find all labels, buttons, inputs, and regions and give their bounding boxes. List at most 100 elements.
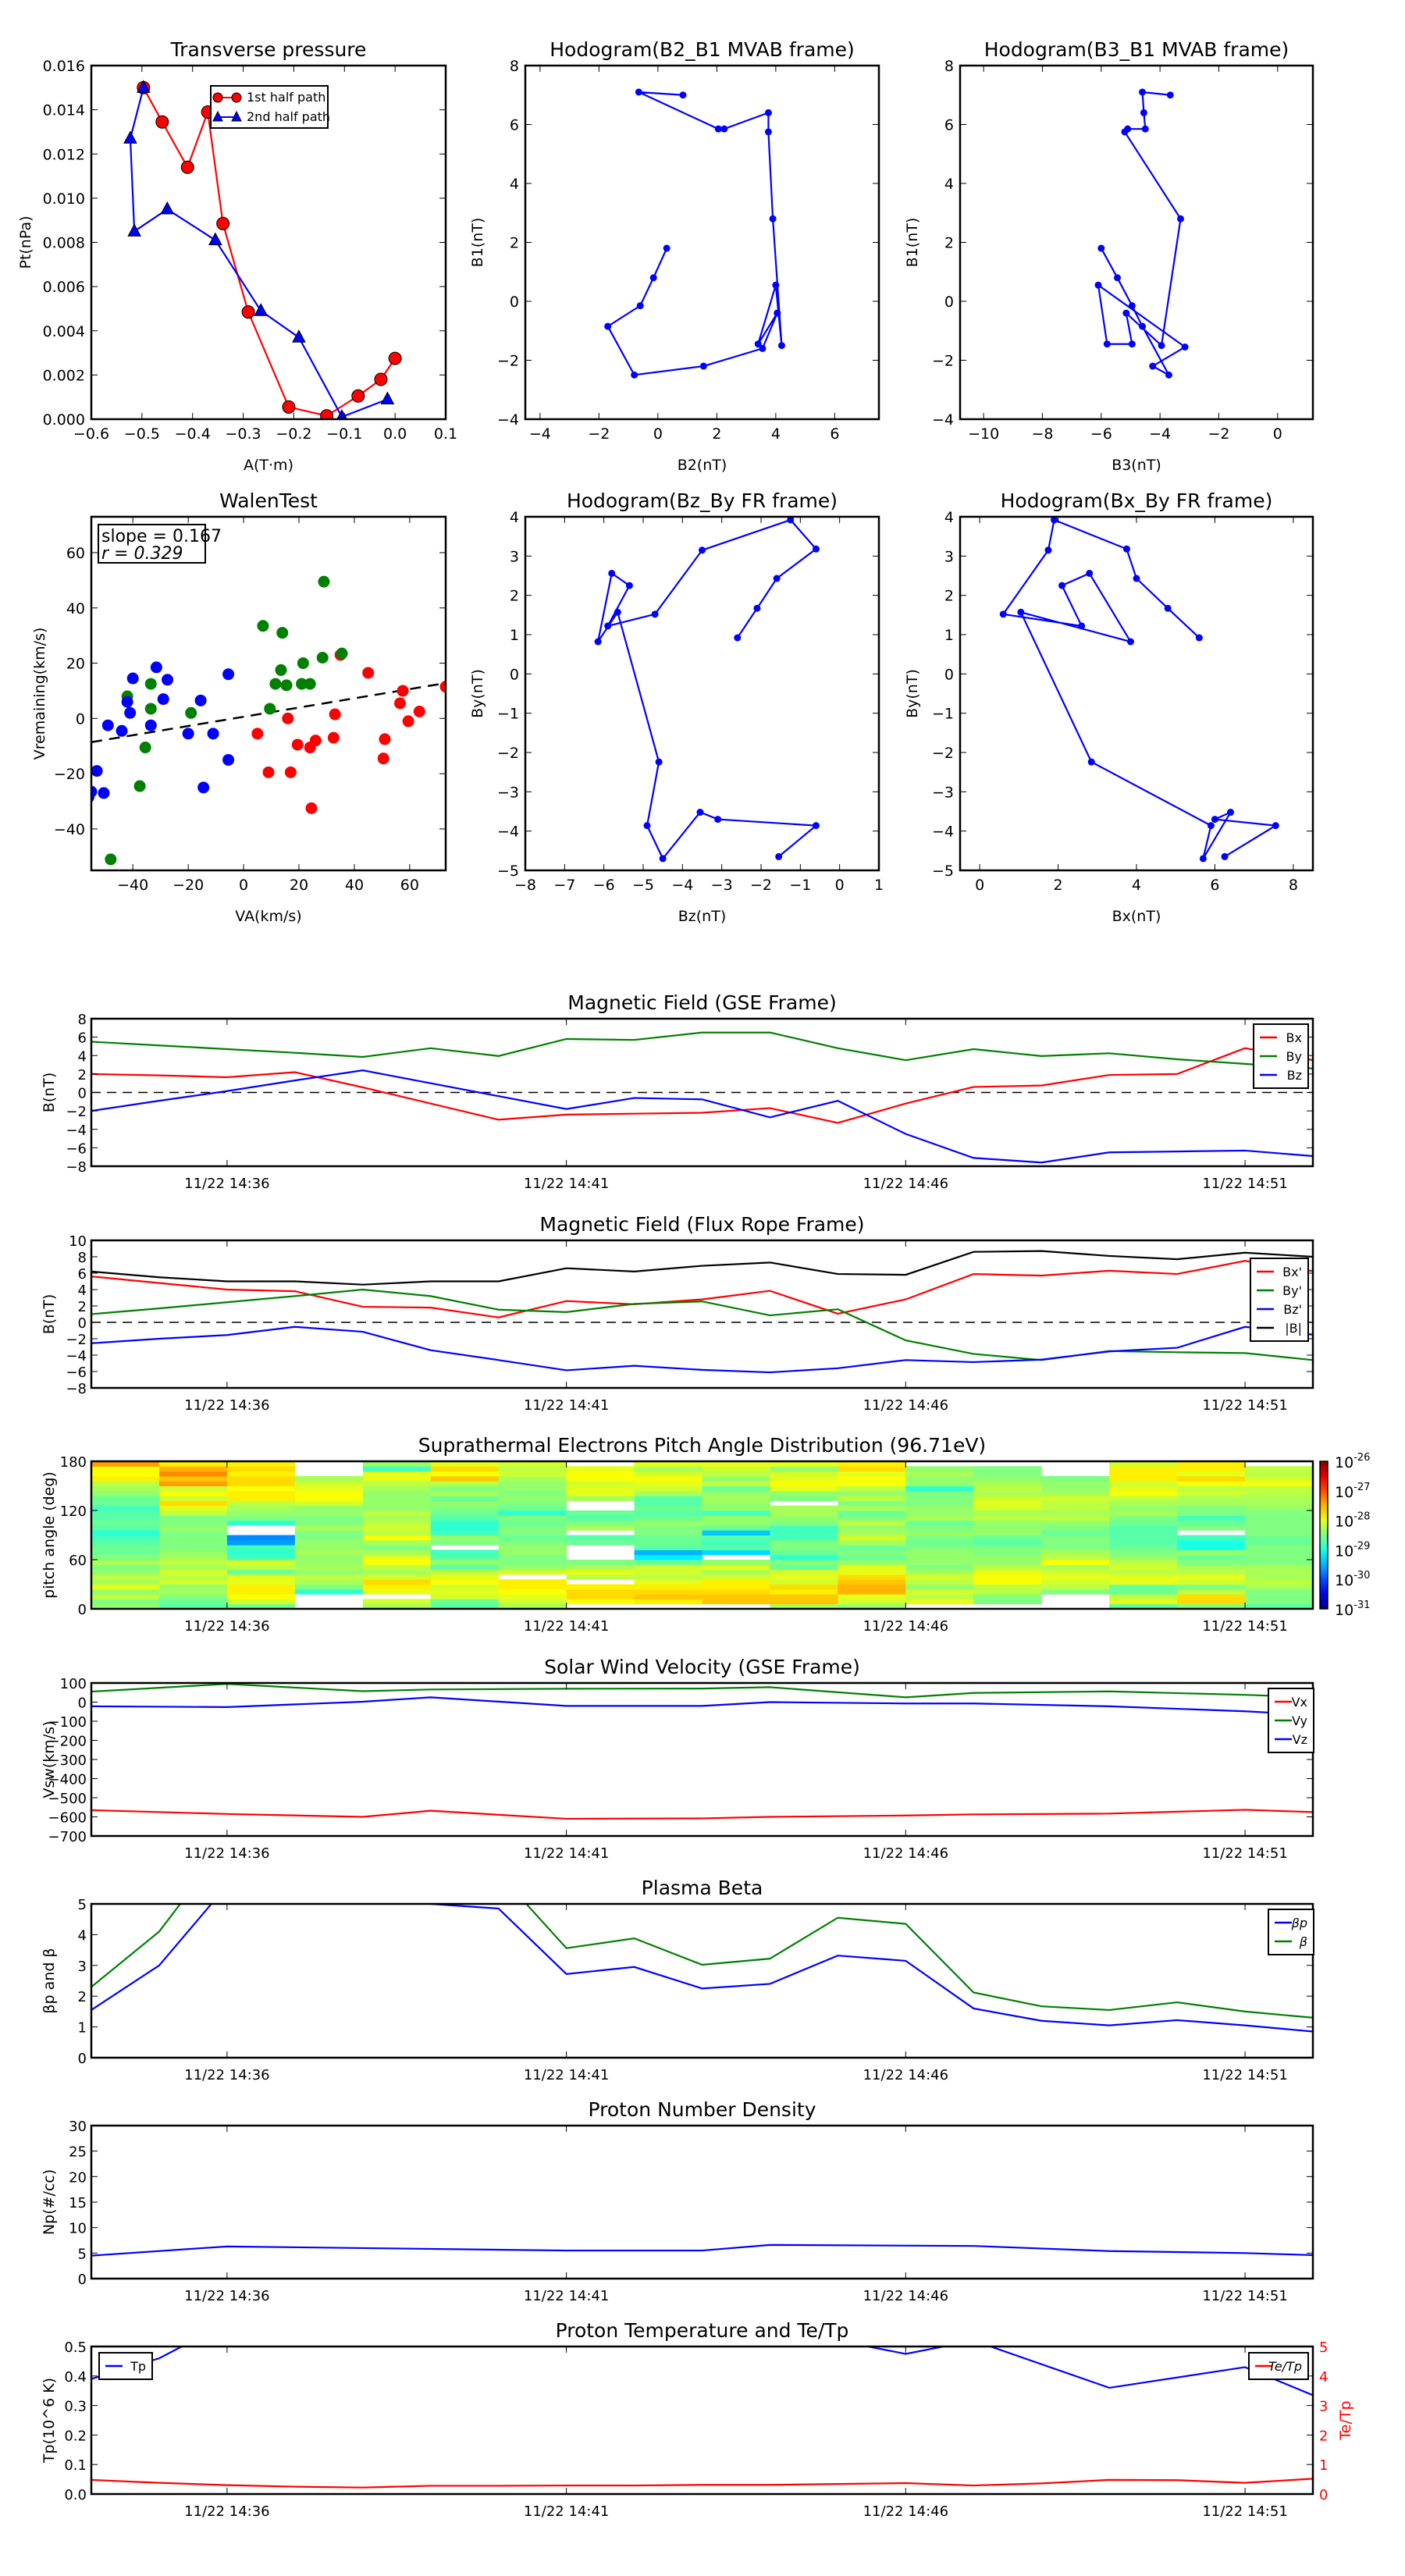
heatmap-cell — [566, 1520, 635, 1526]
heatmap-cell — [566, 1569, 635, 1575]
heatmap-cell — [566, 1525, 635, 1531]
heatmap-cell — [702, 1530, 770, 1535]
x-tick-label: 11/22 14:51 — [1202, 2503, 1287, 2520]
x-tick-label: 11/22 14:36 — [184, 2067, 269, 2083]
heatmap-cell — [498, 1481, 567, 1486]
x-tick-label: 11/22 14:41 — [524, 2067, 609, 2083]
heatmap-cell — [838, 1539, 906, 1546]
heatmap-cell — [905, 1485, 974, 1492]
plot-area — [594, 517, 820, 863]
data-point — [777, 342, 785, 350]
data-point — [397, 685, 409, 697]
heatmap-cell — [158, 1569, 228, 1575]
legend-marker — [212, 92, 223, 103]
heatmap-cell — [770, 1510, 838, 1516]
heatmap-cell — [498, 1496, 567, 1501]
data-point — [604, 622, 612, 630]
heatmap-cell — [430, 1490, 500, 1496]
y-tick-label: 5 — [78, 2246, 87, 2262]
heatmap-cell — [430, 1539, 500, 1546]
heatmap-cell — [1177, 1461, 1246, 1467]
heatmap-cell — [1041, 1496, 1110, 1501]
heatmap-cell — [770, 1515, 838, 1521]
data-point — [264, 703, 276, 715]
heatmap-cell — [973, 1550, 1042, 1556]
y-tick-label: 0 — [78, 2272, 87, 2288]
heatmap-cell — [430, 1466, 500, 1472]
x-tick-label: 6 — [830, 425, 839, 443]
heatmap-cell — [294, 1515, 364, 1521]
heatmap-cell — [158, 1603, 228, 1609]
heatmap-cell — [91, 1496, 160, 1501]
heatmap-cell — [498, 1569, 567, 1575]
heatmap-cell — [362, 1466, 432, 1472]
heatmap-cell — [634, 1545, 702, 1550]
heatmap-cell — [770, 1569, 838, 1575]
heatmap-cell — [838, 1594, 906, 1599]
data-point — [139, 742, 151, 754]
legend: Vx Vy Vz — [1268, 1688, 1314, 1753]
data-point — [257, 620, 269, 632]
heatmap-cell — [430, 1525, 500, 1531]
heatmap-cell — [1245, 1560, 1313, 1565]
heatmap-cell — [1245, 1490, 1313, 1496]
heatmap-cell — [838, 1515, 906, 1521]
plot-frame — [90, 1681, 1314, 1838]
heatmap-cell — [1109, 1569, 1178, 1575]
heatmap-cell — [770, 1560, 838, 1565]
series-line--p — [91, 1904, 1313, 2033]
y-tick-label: −2 — [932, 353, 954, 370]
heatmap-cell — [838, 1485, 906, 1492]
heatmap-cell — [498, 1599, 567, 1605]
data-point — [91, 765, 103, 777]
data-point — [105, 853, 117, 866]
x-axis-label: A(T·m) — [244, 457, 293, 474]
y-tick-label: 30 — [69, 2119, 87, 2135]
heatmap-cell — [1109, 1481, 1178, 1486]
heatmap-cell — [430, 1515, 500, 1521]
heatmap-cell — [1109, 1485, 1178, 1492]
heatmap-cell — [1041, 1475, 1110, 1482]
heatmap-cell — [226, 1535, 296, 1541]
heatmap-cell — [498, 1490, 567, 1496]
chart-title: WalenTest — [219, 489, 318, 512]
heatmap-cell — [702, 1496, 770, 1501]
heatmap-cell — [362, 1545, 432, 1550]
data-point — [124, 706, 137, 719]
heatmap-cell — [91, 1603, 160, 1609]
data-point — [1087, 758, 1095, 766]
series-line-bx- — [91, 1260, 1313, 1318]
data-point — [655, 758, 663, 766]
colorbar-tick-label: 10-26 — [1335, 1452, 1370, 1471]
colorbar-tick-label: 10-31 — [1335, 1599, 1370, 1619]
data-point — [207, 728, 219, 740]
heatmap-cell — [1041, 1490, 1110, 1496]
y-axis-label: B(nT) — [41, 1073, 58, 1113]
y-tick-label: 0.0 — [64, 2487, 87, 2503]
plot-frame — [959, 64, 1314, 421]
slope-text: slope = 0.167 — [101, 527, 222, 546]
x-tick-label: −2 — [1208, 425, 1229, 443]
x-tick-label: 11/22 14:36 — [184, 2288, 269, 2304]
x-tick-label: 0 — [835, 877, 845, 894]
heatmap-cell — [1177, 1471, 1246, 1477]
y-tick-label: 4 — [510, 509, 519, 526]
heatmap-cell — [91, 1461, 160, 1467]
heatmap-cell — [838, 1496, 906, 1501]
x-tick-label: 11/22 14:36 — [184, 2503, 269, 2520]
data-point — [1044, 546, 1052, 554]
heatmap-cell — [91, 1574, 160, 1580]
legend-box — [1268, 1909, 1314, 1955]
y-tick-label: 8 — [78, 1250, 87, 1266]
heatmap-cell — [1177, 1599, 1246, 1605]
y-tick-label: 2 — [78, 1299, 87, 1315]
data-point — [812, 822, 820, 830]
y-axis-label: Tp(10^6 K) — [41, 2378, 58, 2464]
data-point — [608, 569, 616, 577]
heatmap-cell — [1245, 1589, 1313, 1595]
heatmap-cell — [566, 1471, 635, 1477]
y-tick-label: 0 — [510, 666, 519, 683]
heatmap-cell — [634, 1520, 702, 1526]
heatmap-cell — [1245, 1594, 1313, 1599]
heatmap-cell — [158, 1505, 228, 1511]
